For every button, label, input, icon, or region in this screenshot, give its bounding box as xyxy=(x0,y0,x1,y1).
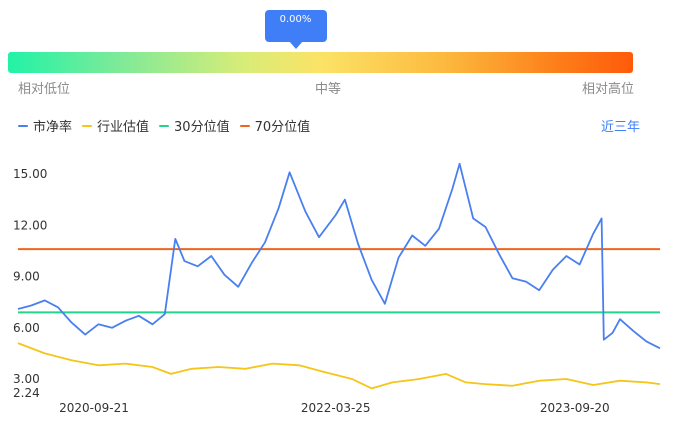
range-selector-button[interactable]: 近三年 xyxy=(600,120,640,135)
valuation-gauge-bar xyxy=(8,52,633,73)
y-tick-label: 9.00 xyxy=(13,270,40,284)
legend-swatch-p30 xyxy=(159,124,170,127)
legend-swatch-pe xyxy=(18,124,28,127)
gauge-low-label: 相对低位 xyxy=(18,82,71,97)
y-tick-label: 15.00 xyxy=(13,167,47,181)
y-tick-label: 6.00 xyxy=(13,321,40,335)
tooltip-pointer xyxy=(288,41,303,49)
x-tick-label: 2020-09-21 xyxy=(59,401,129,415)
legend-label-p70: 70分位值 xyxy=(254,120,311,135)
percentile-tooltip: 0.00% xyxy=(264,10,327,42)
legend-item-p70[interactable]: 70分位值 xyxy=(239,116,311,135)
legend-item-industry[interactable]: 行业估值 xyxy=(82,116,149,135)
percentile-value: 0.00% xyxy=(279,14,312,25)
y-tick-label: 2.24 xyxy=(13,386,40,400)
y-tick-label: 12.00 xyxy=(13,218,47,232)
gauge-mid-label: 中等 xyxy=(315,82,342,97)
pb-series-line xyxy=(17,162,661,350)
legend-item-p30[interactable]: 30分位值 xyxy=(159,116,230,135)
gauge-high-label: 相对高位 xyxy=(582,82,635,97)
chart-legend: 市净率 行业估值 30分位值 70分位值 xyxy=(18,116,320,135)
legend-label-p30: 30分位值 xyxy=(174,120,230,135)
x-tick-label: 2022-03-25 xyxy=(301,401,371,415)
y-tick-label: 3.00 xyxy=(13,372,40,386)
legend-item-pe[interactable]: 市净率 xyxy=(18,116,72,135)
legend-swatch-p70 xyxy=(239,124,250,127)
legend-swatch-industry xyxy=(82,124,93,127)
legend-label-pe: 市净率 xyxy=(33,120,73,135)
industry-series-line xyxy=(17,342,661,390)
legend-label-industry: 行业估值 xyxy=(97,120,150,135)
x-tick-label: 2023-09-20 xyxy=(540,401,610,415)
